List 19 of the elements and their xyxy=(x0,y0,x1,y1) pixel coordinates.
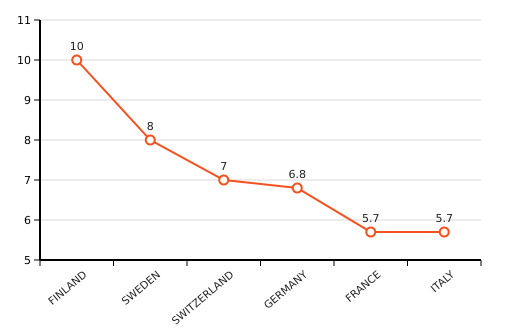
point xyxy=(438,226,450,238)
y-tick-label: 11 xyxy=(17,14,31,27)
y-tick-label: 5 xyxy=(24,254,31,267)
point xyxy=(218,174,230,186)
y-tick-label: 6 xyxy=(24,214,31,227)
point xyxy=(365,226,376,238)
point xyxy=(292,182,303,194)
data-label: 6.8 xyxy=(288,168,306,181)
y-tick-label: 7 xyxy=(24,174,31,187)
y-tick-label: 9 xyxy=(24,94,31,107)
data-label: 5.7 xyxy=(362,212,380,225)
data-label: 7 xyxy=(220,160,228,173)
data-label: 10 xyxy=(70,40,84,53)
y-tick-label: 8 xyxy=(24,134,31,147)
y-tick-label: 10 xyxy=(17,54,31,67)
data-label: 5.7 xyxy=(436,212,453,225)
point xyxy=(71,54,82,66)
data-label: 8 xyxy=(146,120,154,133)
point xyxy=(144,134,156,146)
